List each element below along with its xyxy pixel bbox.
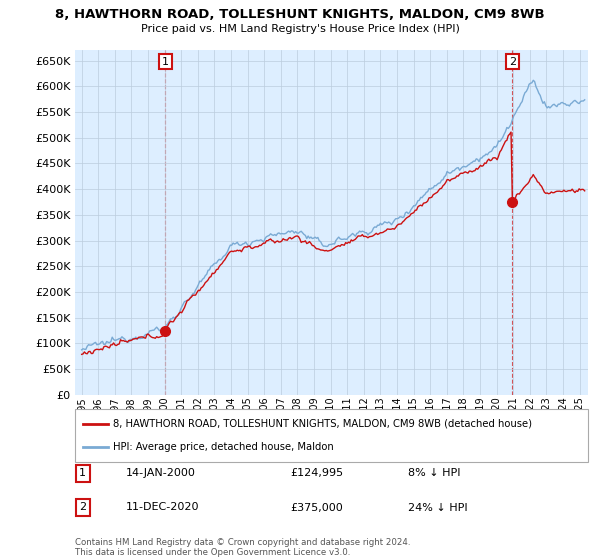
Text: 2: 2 bbox=[79, 502, 86, 512]
Text: 1: 1 bbox=[79, 468, 86, 478]
Text: 11-DEC-2020: 11-DEC-2020 bbox=[127, 502, 200, 512]
Text: 8, HAWTHORN ROAD, TOLLESHUNT KNIGHTS, MALDON, CM9 8WB (detached house): 8, HAWTHORN ROAD, TOLLESHUNT KNIGHTS, MA… bbox=[113, 419, 532, 429]
Text: 8, HAWTHORN ROAD, TOLLESHUNT KNIGHTS, MALDON, CM9 8WB: 8, HAWTHORN ROAD, TOLLESHUNT KNIGHTS, MA… bbox=[55, 8, 545, 21]
Text: 14-JAN-2000: 14-JAN-2000 bbox=[127, 468, 196, 478]
Text: 1: 1 bbox=[162, 57, 169, 67]
Text: Contains HM Land Registry data © Crown copyright and database right 2024.
This d: Contains HM Land Registry data © Crown c… bbox=[75, 538, 410, 557]
Text: 2: 2 bbox=[509, 57, 516, 67]
Text: 24% ↓ HPI: 24% ↓ HPI bbox=[409, 502, 468, 512]
Text: Price paid vs. HM Land Registry's House Price Index (HPI): Price paid vs. HM Land Registry's House … bbox=[140, 24, 460, 34]
Text: £375,000: £375,000 bbox=[290, 502, 343, 512]
Text: 8% ↓ HPI: 8% ↓ HPI bbox=[409, 468, 461, 478]
Text: £124,995: £124,995 bbox=[290, 468, 344, 478]
Text: HPI: Average price, detached house, Maldon: HPI: Average price, detached house, Mald… bbox=[113, 442, 334, 452]
